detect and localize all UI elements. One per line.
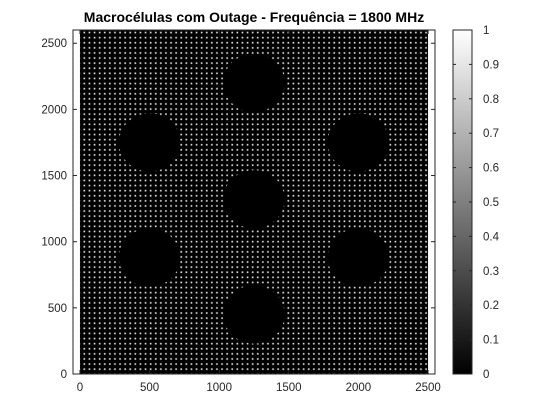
- x-tick-label: 500: [140, 382, 159, 394]
- colorbar-tick-label: 0.8: [483, 94, 499, 106]
- outage-cell-2: [118, 113, 181, 172]
- outage-cell-4: [223, 170, 285, 229]
- x-tick-label: 1500: [276, 382, 302, 394]
- colorbar-tick-label: 0: [483, 369, 489, 381]
- x-tick-label: 2000: [346, 382, 372, 394]
- outage-cell-3: [327, 113, 390, 172]
- colorbar-tick-label: 0.5: [483, 197, 499, 209]
- colorbar-tick-label: 0.6: [483, 163, 499, 175]
- colorbar-tick-label: 0.1: [483, 335, 499, 347]
- y-tick-label: 1500: [41, 171, 67, 183]
- colorbar-tick-label: 0.9: [483, 59, 499, 71]
- outage-cell-7: [223, 285, 285, 344]
- y-tick-label: 500: [48, 303, 67, 315]
- axes-box: [72, 29, 436, 375]
- y-axis: 0 500 1000 1500 2000 2500: [41, 38, 435, 381]
- colorbar: 0 0.1 0.2 0.3 0.4 0.5 0.6 0.7 0.8 0.9 1: [452, 25, 500, 381]
- colorbar-ticks: 0 0.1 0.2 0.3 0.4 0.5 0.6 0.7 0.8 0.9 1: [453, 25, 500, 381]
- outage-cell-6: [327, 228, 390, 287]
- colorbar-tick-label: 1: [483, 25, 489, 37]
- outage-cell-5: [118, 228, 181, 287]
- colorbar-tick-label: 0.3: [483, 266, 499, 278]
- x-tick-label: 2500: [415, 382, 441, 394]
- outage-cell-1: [223, 53, 285, 113]
- x-tick-label: 0: [77, 382, 83, 394]
- y-tick-label: 2000: [41, 104, 67, 116]
- colorbar-tick-label: 0.7: [483, 128, 499, 140]
- y-tick-label: 2500: [41, 38, 67, 50]
- x-tick-label: 1000: [206, 382, 232, 394]
- outage-cells: [118, 53, 390, 344]
- y-tick-label: 0: [61, 369, 67, 381]
- plot-area: 0 500 1000 1500 2000 2500 0 500 1000 1500 2000 250…: [41, 29, 441, 394]
- colorbar-tick-label: 0.4: [483, 231, 500, 243]
- colorbar-tick-label: 0.2: [483, 300, 499, 312]
- y-tick-label: 1000: [41, 237, 67, 249]
- chart-title: Macrocélulas com Outage - Frequência = 1…: [84, 9, 424, 25]
- x-axis: 0 500 1000 1500 2000 2500: [77, 30, 441, 394]
